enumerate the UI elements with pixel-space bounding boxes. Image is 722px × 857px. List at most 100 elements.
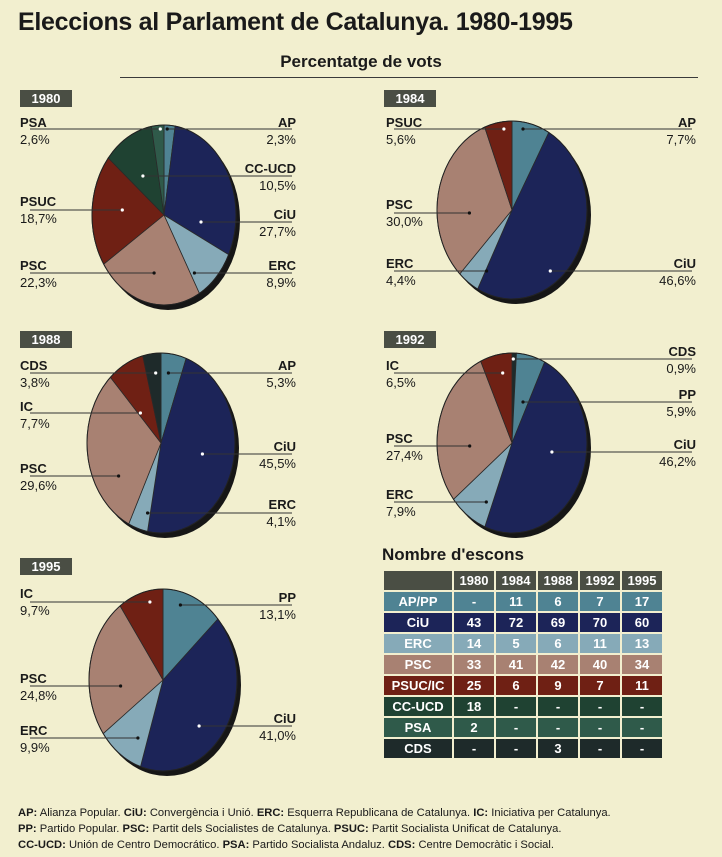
legend-text: Partido Popular.	[36, 823, 123, 835]
seats-value-cell: -	[580, 739, 620, 758]
label-1992-psc: PSC 27,4%	[386, 431, 423, 463]
seats-row-cds: CDS - -3- -	[384, 739, 662, 758]
label-1988-ciu: CiU 45,5%	[259, 439, 296, 471]
pie-outline	[91, 124, 237, 306]
pie-outline	[88, 588, 238, 772]
label-1995-pp: PP 13,1%	[259, 590, 296, 622]
seats-value-cell: 6	[496, 676, 536, 695]
pie-outline	[436, 120, 588, 300]
label-1992-cds: CDS 0,9%	[666, 344, 696, 376]
year-badge-1992: 1992	[384, 331, 436, 348]
seats-value-cell: 70	[580, 613, 620, 632]
seats-value-cell: -	[496, 697, 536, 716]
label-1988-cds: CDS 3,8%	[20, 358, 50, 390]
seats-value-cell: -	[496, 739, 536, 758]
label-1992-pp: PP 5,9%	[666, 387, 696, 419]
seats-header-blank	[384, 571, 452, 590]
legend-text: Partit dels Socialistes de Catalunya.	[149, 823, 334, 835]
pie-outline	[86, 352, 236, 534]
seats-row-erc: ERC 14 5 6 11 13	[384, 634, 662, 653]
seats-party-cell: PSUC/IC	[384, 676, 452, 695]
legend-text: Centre Democràtic i Social.	[415, 839, 554, 851]
pie-outline	[436, 352, 588, 534]
seats-value-cell: 40	[580, 655, 620, 674]
legend-abbr: AP:	[18, 807, 38, 819]
label-1984-ciu: CiU 46,6%	[659, 256, 696, 288]
seats-value-cell: 43	[454, 613, 494, 632]
leader-dot-1980-psuc	[120, 208, 124, 212]
label-1988-ap: AP 5,3%	[266, 358, 296, 390]
seats-value-cell: -	[538, 697, 578, 716]
seats-value-cell: 34	[622, 655, 662, 674]
legend-abbr: CDS:	[387, 839, 416, 851]
seats-value-cell: 72	[496, 613, 536, 632]
seats-value-cell: 11	[580, 634, 620, 653]
year-badge-1988: 1988	[20, 331, 72, 348]
seats-value-cell: 6	[538, 592, 578, 611]
seats-row-psa: PSA 2- - - -	[384, 718, 662, 737]
label-1988-ic: IC 7,7%	[20, 399, 50, 431]
leader-dot-1988-psc	[117, 474, 121, 478]
seats-party-cell: AP/PP	[384, 592, 452, 611]
seats-value-cell: 7	[580, 592, 620, 611]
abbreviations-legend: AP: Alianza Popular. CiU: Convergència i…	[18, 805, 708, 853]
leader-dot-1992-cds	[511, 357, 515, 361]
leader-dot-1984-ciu	[548, 269, 552, 273]
seats-value-cell: 18	[454, 697, 494, 716]
leader-dot-1984-psuc	[502, 127, 506, 131]
seats-value-cell: 33	[454, 655, 494, 674]
seats-row-psuc-ic: PSUC/IC 25 6 9 7 11	[384, 676, 662, 695]
seats-row-cc-ucd: CC-UCD 18- - - -	[384, 697, 662, 716]
label-1992-ciu: CiU 46,2%	[659, 437, 696, 469]
legend-line: PP: Partido Popular. PSC: Partit dels So…	[18, 821, 708, 837]
seats-table-title: Nombre d'escons	[382, 545, 524, 564]
legend-text: Esquerra Republicana de Catalunya.	[284, 807, 474, 819]
seats-value-cell: 6	[538, 634, 578, 653]
leader-dot-1988-ciu	[200, 452, 204, 456]
legend-text: Partit Socialista Unificat de Catalunya.	[368, 823, 562, 835]
seats-value-cell: -	[580, 697, 620, 716]
label-1980-ciu: CiU 27,7%	[259, 207, 296, 239]
label-1995-psc: PSC 24,8%	[20, 671, 57, 703]
page-title: Eleccions al Parlament de Catalunya. 198…	[18, 8, 573, 36]
legend-line: CC-UCD: Unión de Centro Democrático. PSA…	[18, 837, 708, 853]
seats-value-cell: 17	[622, 592, 662, 611]
legend-text: Partido Socialista Andaluz.	[249, 839, 388, 851]
seats-party-cell: PSC	[384, 655, 452, 674]
seats-value-cell: 2	[454, 718, 494, 737]
leader-dot-1992-pp	[521, 400, 525, 404]
subtitle-rule	[120, 77, 698, 78]
seats-table: 1980 1984 1988 1992 1995 AP/PP -11 6 7 17 CiU 43 72 6…	[382, 569, 664, 760]
seats-party-cell: CiU	[384, 613, 452, 632]
seats-value-cell: 41	[496, 655, 536, 674]
seats-row-ciu: CiU 43 72 69 70 60	[384, 613, 662, 632]
leader-dot-1980-psc	[152, 271, 156, 275]
seats-value-cell: -	[454, 739, 494, 758]
seats-value-cell: 42	[538, 655, 578, 674]
leader-dot-1995-pp	[178, 603, 182, 607]
seats-value-cell: 11	[496, 592, 536, 611]
seats-value-cell: 13	[622, 634, 662, 653]
legend-abbr: IC:	[473, 807, 489, 819]
leader-dot-1980-erc	[192, 271, 196, 275]
label-1980-psa: PSA 2,6%	[20, 115, 50, 147]
seats-column-header: 1992	[580, 571, 620, 590]
legend-text: Convergència i Unió.	[146, 807, 257, 819]
seats-row-psc: PSC 33 41 42 40 34	[384, 655, 662, 674]
year-badge-1984: 1984	[384, 90, 436, 107]
label-1995-erc: ERC 9,9%	[20, 723, 50, 755]
legend-abbr: PSUC:	[333, 823, 369, 835]
label-1984-psc: PSC 30,0%	[386, 197, 423, 229]
legend-abbr: CC-UCD:	[18, 839, 66, 851]
leader-dot-1980-ap	[165, 127, 169, 131]
label-1995-ic: IC 9,7%	[20, 586, 50, 618]
chart-subtitle: Percentatge de vots	[280, 52, 442, 71]
leader-dot-1984-ap	[521, 127, 525, 131]
seats-value-cell: 9	[538, 676, 578, 695]
leader-dot-1980-ciu	[199, 220, 203, 224]
label-1988-psc: PSC 29,6%	[20, 461, 57, 493]
label-1980-psuc: PSUC 18,7%	[20, 194, 57, 226]
